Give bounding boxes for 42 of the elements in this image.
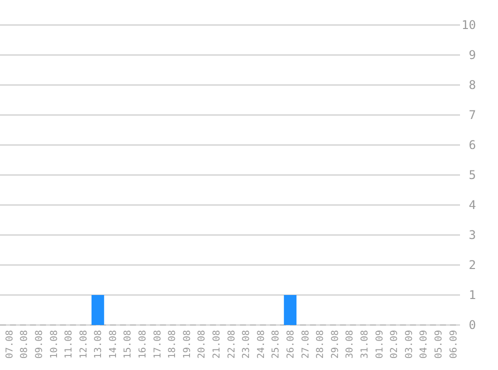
x-tick-label: 10.08 [48, 330, 60, 359]
y-tick-label: 9 [468, 48, 476, 62]
x-tick-label: 18.08 [167, 330, 178, 359]
x-tick-label: 19.08 [182, 330, 193, 359]
x-tick-label: 16.08 [138, 330, 149, 359]
x-tick-label: 21.08 [212, 330, 223, 359]
y-tick-label: 10 [462, 18, 476, 32]
y-tick-label: 2 [468, 258, 476, 272]
x-tick-label: 27.08 [300, 330, 312, 359]
x-tick-label: 14.08 [108, 330, 119, 359]
x-tick-label: 26.08 [286, 330, 297, 359]
x-tick-label: 07.08 [4, 330, 16, 359]
y-tick-label: 7 [468, 108, 476, 122]
x-tick-label: 28.08 [315, 330, 326, 359]
x-tick-label: 25.08 [270, 330, 282, 359]
x-tick-label: 08.08 [19, 330, 30, 359]
x-tick-label: 20.08 [196, 330, 208, 359]
x-tick-label: 30.08 [344, 330, 356, 359]
x-tick-label: 31.08 [360, 330, 371, 359]
x-tick-label: 05.09 [434, 330, 444, 359]
x-tick-label: 15.08 [122, 330, 134, 359]
y-tick-label: 5 [468, 168, 476, 182]
x-tick-label: 01.09 [374, 330, 386, 359]
x-tick-label: 24.08 [256, 330, 267, 359]
y-tick-label: 1 [468, 288, 476, 302]
x-tick-label: 09.08 [34, 330, 45, 359]
x-tick-label: 17.08 [152, 330, 164, 359]
y-tick-label: 4 [468, 198, 476, 212]
x-tick-label: 02.09 [389, 330, 400, 359]
x-tick-label: 12.08 [78, 330, 90, 359]
x-tick-label: 06.09 [448, 330, 460, 359]
x-tick-label: 29.08 [330, 330, 341, 359]
x-tick-label: 22.08 [226, 330, 238, 359]
y-tick-label: 8 [468, 78, 476, 92]
y-tick-label: 6 [468, 138, 476, 152]
x-tick-label: 03.09 [404, 330, 415, 359]
x-tick-label: 23.08 [241, 330, 252, 359]
x-tick-label: 04.09 [418, 330, 430, 359]
x-tick-label: 13.08 [93, 330, 104, 359]
y-tick-label: 0 [468, 318, 476, 332]
y-tick-label: 3 [468, 228, 476, 242]
x-tick-label: 11.08 [64, 330, 75, 359]
